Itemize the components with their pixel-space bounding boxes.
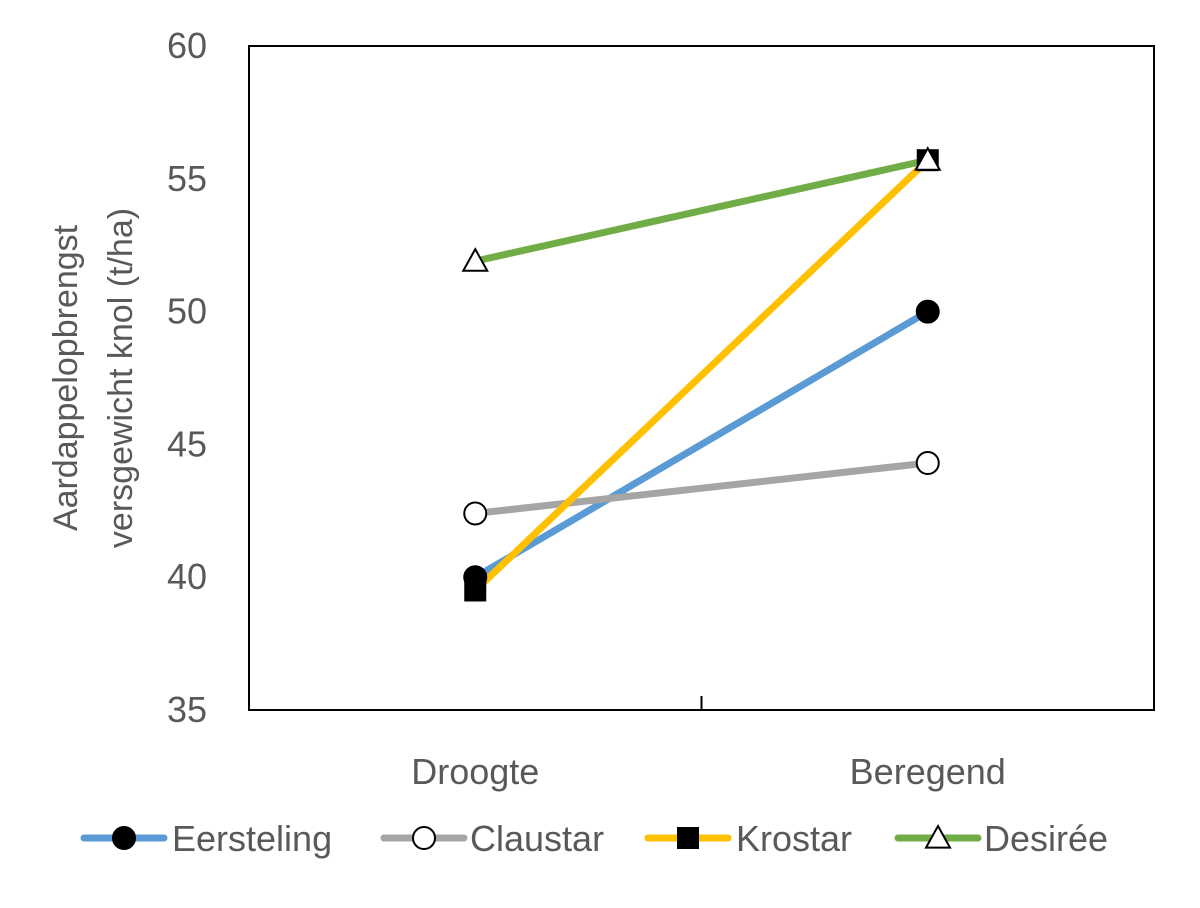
legend-label: Eersteling [172,818,332,859]
x-category-label: Beregend [850,751,1006,792]
data-point-krostar [464,579,487,602]
data-point-eersteling [915,299,940,324]
legend-item-desirée: Desirée [894,818,1108,859]
series-line-eersteling [471,308,932,581]
y-tick-label: 55 [167,158,207,199]
data-point-claustar [463,501,488,526]
legend-item-claustar: Claustar [380,818,604,859]
marker-open-circle [412,826,436,850]
series-lines [471,156,932,594]
y-axis-label: Aardappelopbrengst versgewicht knol (t/h… [47,208,140,548]
y-tick-label: 35 [167,689,207,730]
marker-filled-circle [112,826,136,850]
y-tick-label: 50 [167,291,207,332]
y-axis-label-line-2: versgewicht knol (t/ha) [102,208,140,548]
y-tick-label: 60 [167,25,207,66]
legend-label: Krostar [736,818,852,859]
axes [248,45,1155,711]
marker-open-triangle [924,823,952,849]
legend-label: Claustar [470,818,604,859]
y-tick-label: 40 [167,556,207,597]
x-categories: Droogte Beregend [411,751,1006,792]
legend: Eersteling Claustar Krostar Desirée [80,818,1108,859]
data-point-desirée [914,146,942,171]
marker-filled-square [677,827,699,849]
legend-item-eersteling: Eersteling [80,818,332,859]
y-ticks: 35 40 45 50 55 60 [167,25,207,730]
x-category-label: Droogte [411,751,539,792]
data-point-claustar [915,450,940,475]
series-line-claustar [471,459,932,517]
legend-label: Desirée [984,818,1108,859]
legend-item-krostar: Krostar [644,818,852,859]
y-axis-label-line-1: Aardappelopbrengst [47,224,85,531]
series-markers [461,146,942,602]
series-line-krostar [471,156,932,594]
series-line-desirée [471,156,932,265]
data-point-desirée [461,247,489,272]
y-tick-label: 45 [167,423,207,464]
